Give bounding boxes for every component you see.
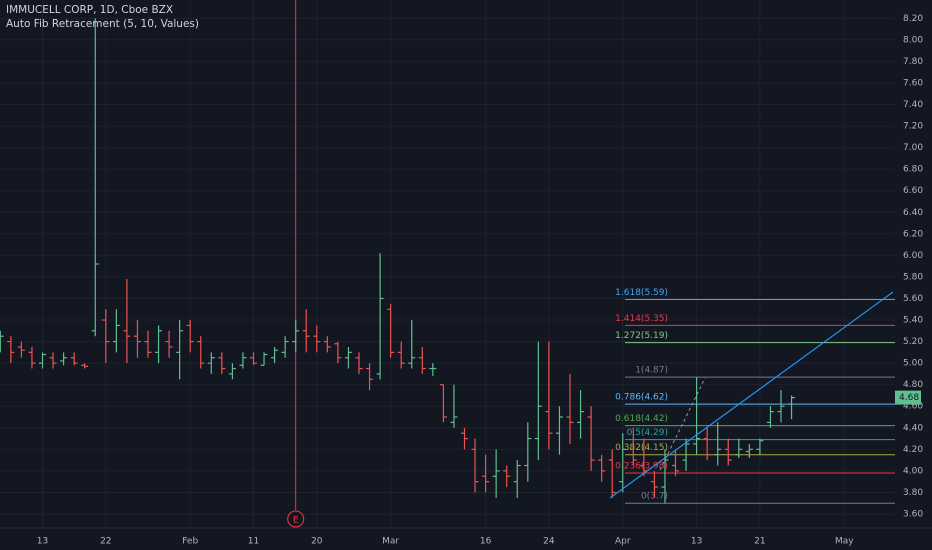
- y-tick-label: 3.80: [903, 488, 923, 498]
- x-tick-label: 16: [480, 537, 492, 547]
- y-tick-label: 5.20: [903, 337, 923, 347]
- last-price-box: [895, 390, 921, 405]
- y-tick-label: 6.60: [903, 186, 923, 196]
- x-tick-label: Apr: [615, 537, 631, 547]
- fib-label: 1(4.87): [635, 366, 668, 376]
- last-price-label: 4.68: [899, 393, 919, 403]
- price-axis: [895, 0, 932, 528]
- x-tick-label: 11: [248, 537, 259, 547]
- chart-subtitle: Auto Fib Retracement (5, 10, Values): [6, 18, 199, 30]
- y-tick-label: 4.60: [903, 402, 923, 412]
- y-tick-label: 7.80: [903, 57, 923, 67]
- fib-label: 0.382(4.15): [615, 443, 668, 453]
- fib-label: 1.618(5.59): [615, 288, 668, 298]
- x-tick-label: 22: [100, 537, 111, 547]
- y-tick-label: 5.00: [903, 359, 923, 369]
- y-tick-label: 5.80: [903, 272, 923, 282]
- y-tick-label: 6.80: [903, 165, 923, 175]
- y-tick-label: 5.60: [903, 294, 923, 304]
- chart-title: IMMUCELL CORP, 1D, Cboe BZX: [6, 4, 173, 16]
- fib-label: 0.786(4.62): [615, 393, 668, 403]
- y-tick-label: 7.40: [903, 100, 923, 110]
- axes: 3.60 3.80 4.00 4.20 4.40 4.60 4.80 5.00 5.20 5.40…: [37, 14, 924, 547]
- y-tick-label: 8.20: [903, 14, 923, 24]
- y-tick-label: 4.80: [903, 380, 923, 390]
- y-tick-label: 4.00: [903, 466, 923, 476]
- y-tick-label: 4.40: [903, 423, 923, 433]
- event-label: E: [293, 516, 299, 526]
- fib-label: 1.414(5.35): [615, 314, 668, 324]
- fib-label: 1.272(5.19): [615, 331, 668, 341]
- x-tick-label: May: [835, 537, 854, 547]
- fib-anchor: [659, 377, 706, 471]
- y-tick-label: 4.20: [903, 445, 923, 455]
- x-tick-label: Feb: [182, 537, 198, 547]
- fib-label: 0.236(3.98): [615, 462, 668, 472]
- fib-label: 0.618(4.42): [615, 414, 668, 424]
- event-marker: [287, 510, 305, 528]
- y-tick-label: 8.00: [903, 35, 923, 45]
- plot: E 1.618(5.59) 1.414(5.35) 1.272(5.19) 1(4.87…: [0, 0, 895, 528]
- y-tick-label: 6.40: [903, 208, 923, 218]
- x-tick-label: 13: [37, 537, 48, 547]
- x-tick-label: Mar: [382, 537, 399, 547]
- y-tick-label: 5.40: [903, 316, 923, 326]
- x-tick-label: 13: [691, 537, 702, 547]
- x-tick-label: 24: [543, 537, 555, 547]
- y-tick-label: 7.60: [903, 78, 923, 88]
- y-tick-label: 7.20: [903, 122, 923, 132]
- y-tick-label: 3.60: [903, 509, 923, 519]
- y-tick-label: 6.20: [903, 229, 923, 239]
- y-tick-label: 7.00: [903, 143, 923, 153]
- x-tick-label: 21: [754, 537, 765, 547]
- x-tick-label: 20: [311, 537, 323, 547]
- y-tick-label: 6.00: [903, 251, 923, 261]
- trend-line: [609, 291, 894, 499]
- fib-label: 0.5(4.29): [627, 428, 668, 438]
